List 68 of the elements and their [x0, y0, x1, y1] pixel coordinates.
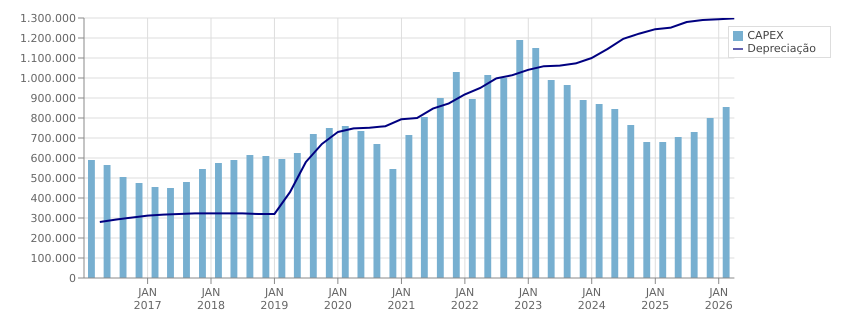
bar — [342, 126, 349, 278]
bar — [230, 160, 238, 278]
bar — [452, 72, 460, 278]
x-tick-label: JAN 2018 — [197, 286, 226, 312]
bar — [199, 169, 206, 278]
bar — [468, 99, 476, 278]
x-tick-label: JAN 2024 — [578, 286, 606, 312]
y-tick-label: 600.000 — [30, 152, 76, 165]
bar — [596, 104, 603, 278]
x-tick-label: JAN 2025 — [641, 286, 670, 312]
bar — [246, 155, 254, 278]
bar — [104, 165, 111, 278]
bar — [405, 135, 412, 278]
x-tick-label: JAN 2021 — [387, 286, 416, 312]
bar — [500, 78, 508, 278]
x-tick-label: JAN 2020 — [324, 286, 352, 312]
bar — [373, 144, 380, 278]
bar — [88, 160, 95, 278]
bar — [310, 134, 317, 278]
legend-label: Depreciação — [747, 42, 816, 55]
bar — [262, 156, 270, 278]
bar — [389, 169, 396, 278]
bar — [532, 48, 540, 278]
bar — [627, 125, 634, 278]
x-tick-label: JAN 2023 — [514, 286, 542, 312]
bar — [484, 75, 492, 278]
y-tick-label: 700.000 — [30, 132, 76, 145]
bar — [326, 128, 333, 278]
y-tick-label: 1.200.000 — [20, 32, 76, 45]
y-tick-label: 100.000 — [30, 252, 76, 265]
bar — [436, 98, 444, 278]
legend-label: CAPEX — [747, 29, 784, 42]
bar — [120, 177, 126, 278]
bar — [167, 188, 174, 278]
bar — [420, 117, 428, 278]
bar — [548, 80, 555, 278]
x-tick-label: JAN 2019 — [260, 286, 288, 312]
y-tick-label: 300.000 — [30, 212, 76, 225]
bar — [183, 182, 190, 278]
bar — [611, 109, 618, 278]
bar — [564, 85, 571, 278]
bar — [643, 142, 650, 278]
bar — [278, 159, 286, 278]
bar — [659, 142, 666, 278]
line-series — [98, 18, 734, 223]
y-tick-label: 1.000.000 — [20, 72, 76, 85]
bar — [215, 163, 222, 278]
y-tick-label: 1.100.000 — [20, 52, 76, 65]
x-tick-label: JAN 2026 — [704, 286, 733, 312]
x-tick-label: JAN 2022 — [450, 286, 479, 312]
y-tick-label: 900.000 — [30, 92, 76, 105]
bar — [357, 131, 364, 278]
bar — [674, 137, 682, 278]
y-tick-label: 500.000 — [30, 172, 76, 185]
bar — [722, 107, 730, 278]
bar — [136, 183, 142, 278]
bar — [294, 153, 301, 278]
y-tick-label: 1.300.000 — [20, 12, 76, 25]
bar — [152, 187, 158, 278]
bar — [516, 40, 524, 278]
y-tick-label: 800.000 — [30, 112, 76, 125]
x-tick-label: JAN 2017 — [134, 286, 162, 312]
bar — [690, 132, 698, 278]
y-tick-label: 400.000 — [30, 192, 76, 205]
y-tick-label: 200.000 — [30, 232, 76, 245]
bar — [706, 118, 714, 278]
bar — [580, 100, 587, 278]
y-tick-label: 0 — [69, 272, 76, 285]
